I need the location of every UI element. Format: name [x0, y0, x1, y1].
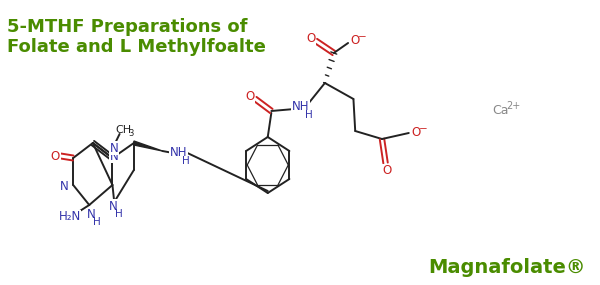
- Text: NH: NH: [292, 101, 310, 113]
- Text: 2+: 2+: [506, 101, 520, 111]
- Text: O: O: [383, 164, 392, 178]
- Polygon shape: [134, 141, 163, 151]
- Text: N: N: [110, 141, 119, 154]
- Text: −: −: [419, 124, 427, 134]
- Text: H: H: [305, 110, 313, 120]
- Text: H: H: [115, 209, 122, 219]
- Text: O: O: [51, 150, 60, 162]
- Text: 5-MTHF Preparations of: 5-MTHF Preparations of: [7, 18, 248, 36]
- Text: N: N: [60, 180, 68, 194]
- Text: N: N: [86, 209, 95, 221]
- Text: O: O: [306, 32, 315, 46]
- Text: N: N: [110, 150, 119, 162]
- Text: Folate and L Methylfoalte: Folate and L Methylfoalte: [7, 38, 266, 56]
- Text: O: O: [350, 34, 360, 48]
- Text: Ca: Ca: [493, 103, 509, 117]
- Text: −: −: [358, 32, 367, 42]
- Text: H: H: [92, 217, 100, 227]
- Text: Magnafolate®: Magnafolate®: [428, 258, 586, 277]
- Text: 3: 3: [128, 129, 134, 137]
- Text: H: H: [182, 156, 190, 166]
- Text: H₂N: H₂N: [58, 211, 81, 223]
- Text: CH: CH: [115, 125, 131, 135]
- Text: O: O: [245, 91, 254, 103]
- Text: NH: NH: [170, 146, 187, 160]
- Text: O: O: [411, 127, 421, 139]
- Text: N: N: [109, 200, 118, 213]
